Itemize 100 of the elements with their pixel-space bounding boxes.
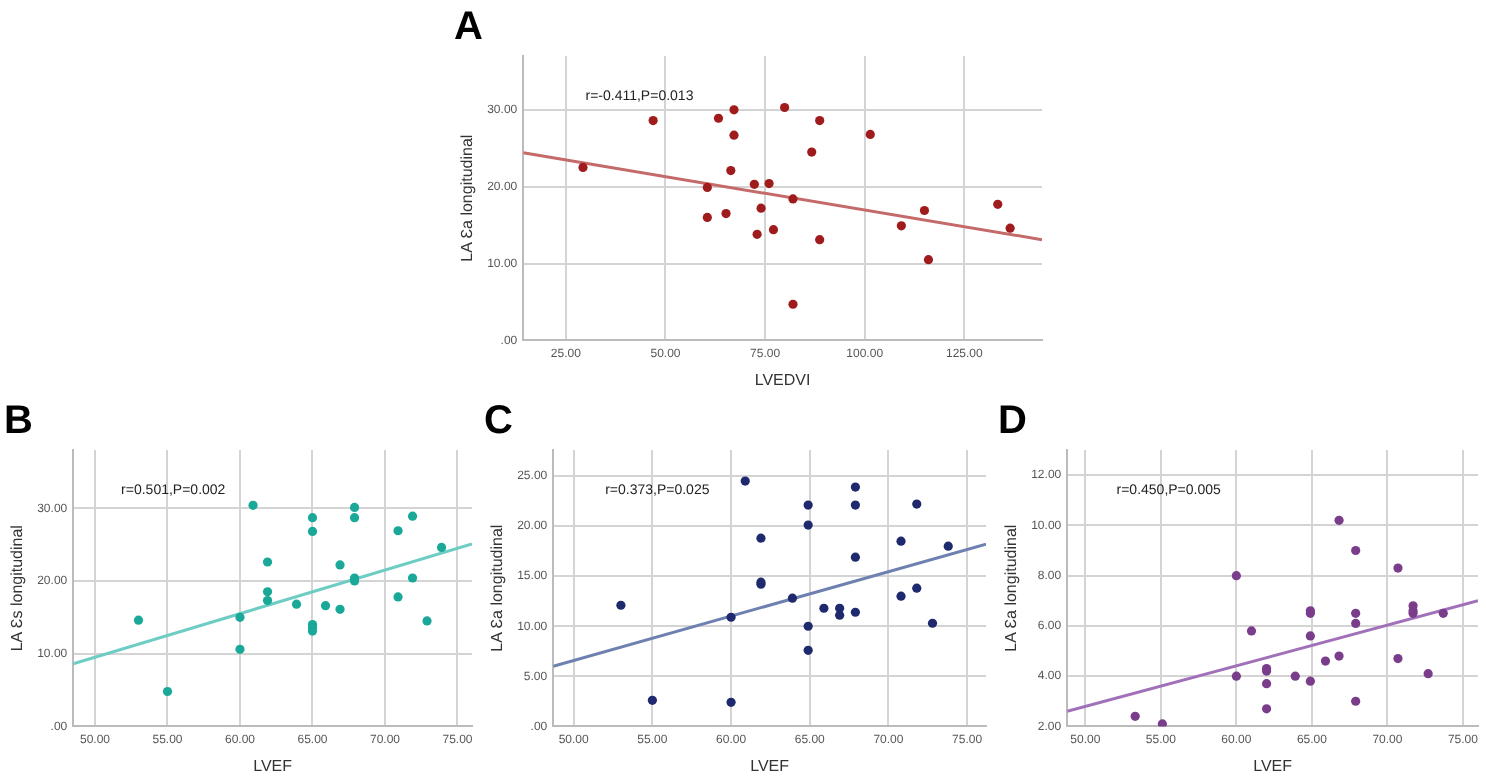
point <box>1231 571 1241 581</box>
point <box>780 102 790 113</box>
point <box>1351 618 1361 628</box>
point <box>896 591 906 601</box>
point <box>713 113 724 123</box>
point <box>919 205 930 216</box>
point <box>1320 656 1331 666</box>
point <box>1334 651 1344 661</box>
point <box>1351 696 1361 706</box>
point <box>235 644 245 654</box>
y-axis-title: LA Ɛa longitudinal <box>1002 524 1021 652</box>
point <box>787 593 798 603</box>
point <box>578 162 588 173</box>
point <box>162 686 173 697</box>
point <box>407 573 418 583</box>
point <box>756 203 766 213</box>
point <box>393 592 403 602</box>
point <box>803 520 813 530</box>
point <box>1231 671 1241 681</box>
point <box>1261 679 1272 689</box>
point <box>850 500 860 510</box>
point <box>702 182 712 193</box>
point <box>335 560 345 570</box>
point <box>865 129 875 139</box>
point <box>436 542 447 553</box>
point <box>616 600 626 610</box>
point <box>815 235 825 245</box>
point <box>835 610 845 620</box>
point <box>393 526 403 536</box>
chart-title: C <box>484 399 513 444</box>
y-axis-title: LA Ɛa longitudinal <box>458 134 477 262</box>
point <box>912 583 922 593</box>
point <box>1290 671 1300 681</box>
y-axis-title: LA Ɛs longitudinal <box>8 524 27 652</box>
point <box>740 476 750 486</box>
point <box>850 552 860 562</box>
point <box>291 599 302 609</box>
point <box>1305 631 1315 641</box>
y-axis-title: LA Ɛa longitudinal <box>488 524 507 652</box>
point <box>726 612 736 622</box>
point <box>1130 711 1140 721</box>
point <box>726 697 736 707</box>
point <box>850 607 860 617</box>
point <box>896 536 906 546</box>
point <box>262 595 273 606</box>
point <box>912 499 922 509</box>
point <box>1246 626 1257 636</box>
point <box>1261 704 1272 714</box>
point <box>307 513 318 523</box>
point <box>320 601 331 611</box>
chart-title: D <box>998 399 1027 444</box>
x-axis-title: LVEF <box>1253 756 1293 775</box>
point <box>896 221 906 231</box>
point <box>335 604 345 614</box>
point <box>1438 608 1448 618</box>
point <box>729 130 739 140</box>
chart-title: B <box>4 399 33 444</box>
point <box>788 194 798 204</box>
x-axis-title: LVEF <box>750 756 790 775</box>
point <box>1005 223 1015 233</box>
point <box>1393 563 1403 573</box>
point <box>803 500 813 510</box>
point <box>422 616 432 626</box>
point <box>923 255 934 265</box>
point <box>248 500 258 510</box>
point <box>262 557 273 567</box>
point <box>407 511 418 521</box>
point <box>803 645 813 655</box>
point <box>1393 653 1403 664</box>
chart-title: A <box>454 5 483 50</box>
point <box>943 541 953 551</box>
x-axis-title: LVEF <box>253 756 293 775</box>
point <box>349 502 360 513</box>
point <box>729 105 739 115</box>
point <box>749 179 759 189</box>
point <box>1305 676 1315 686</box>
point <box>235 612 245 622</box>
point <box>1334 515 1344 525</box>
point <box>807 147 817 157</box>
point <box>702 212 712 223</box>
point <box>815 115 825 126</box>
point <box>927 618 938 628</box>
point <box>349 513 360 523</box>
point <box>752 229 762 239</box>
point <box>721 208 731 219</box>
point <box>756 533 766 543</box>
point <box>307 526 318 537</box>
point <box>726 165 736 176</box>
point <box>648 115 658 126</box>
point <box>133 615 144 625</box>
point <box>768 225 779 235</box>
point <box>1351 545 1361 556</box>
point <box>850 482 860 492</box>
point <box>803 621 813 631</box>
point <box>262 587 273 597</box>
point <box>788 299 798 309</box>
point <box>764 179 774 189</box>
x-axis-title: LVEDVI <box>754 370 811 389</box>
point <box>1423 669 1433 679</box>
point <box>819 603 829 613</box>
